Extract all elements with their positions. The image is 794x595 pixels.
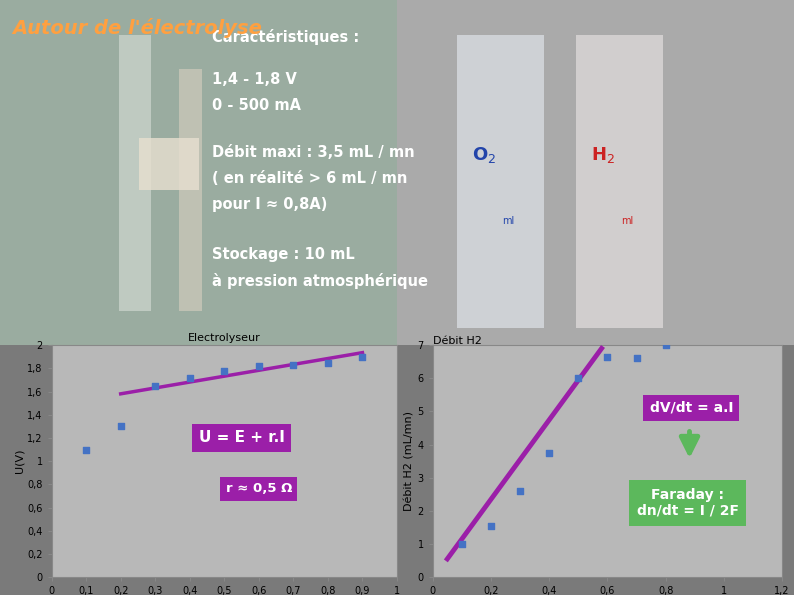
Point — [183, 373, 196, 383]
Bar — [119, 35, 151, 311]
Point — [514, 486, 526, 496]
Text: Autour de l'électrolyse: Autour de l'électrolyse — [12, 18, 262, 38]
Text: ml: ml — [502, 217, 515, 226]
Point — [356, 352, 368, 361]
Text: Débit maxi : 3,5 mL / mn: Débit maxi : 3,5 mL / mn — [213, 145, 415, 159]
Point — [543, 448, 556, 458]
Text: ( en réalité > 6 mL / mn: ( en réalité > 6 mL / mn — [213, 171, 408, 186]
Text: H$_2$: H$_2$ — [592, 145, 615, 165]
Point — [148, 381, 161, 390]
Point — [218, 366, 230, 375]
Text: 0 - 500 mA: 0 - 500 mA — [213, 98, 302, 114]
Text: ml: ml — [621, 217, 634, 226]
Text: Débit H2: Débit H2 — [433, 336, 482, 346]
Point — [630, 353, 643, 363]
Point — [456, 539, 468, 549]
Point — [659, 340, 672, 350]
Text: dV/dt = a.I: dV/dt = a.I — [649, 401, 733, 415]
Text: à pression atmosphérique: à pression atmosphérique — [213, 274, 429, 289]
Point — [718, 324, 730, 333]
Point — [287, 360, 299, 369]
Point — [688, 334, 701, 343]
Y-axis label: U(V): U(V) — [14, 449, 25, 474]
Point — [572, 374, 584, 383]
Bar — [457, 35, 544, 328]
Point — [79, 444, 92, 455]
Point — [114, 421, 127, 431]
Text: Caractéristiques :: Caractéristiques : — [213, 29, 360, 45]
Bar — [179, 69, 202, 311]
Point — [484, 521, 497, 531]
Bar — [576, 35, 663, 328]
Text: Faraday :
dn/dt = I / 2F: Faraday : dn/dt = I / 2F — [637, 488, 738, 518]
Text: Stockage : 10 mL: Stockage : 10 mL — [213, 247, 355, 262]
Bar — [139, 138, 198, 190]
Title: Electrolyseur: Electrolyseur — [188, 333, 260, 343]
Text: pour I ≈ 0,8A): pour I ≈ 0,8A) — [213, 198, 328, 212]
Text: 1,4 - 1,8 V: 1,4 - 1,8 V — [213, 72, 297, 87]
Text: r ≈ 0,5 Ω: r ≈ 0,5 Ω — [225, 483, 292, 496]
Text: U = E + r.I: U = E + r.I — [198, 430, 284, 446]
Point — [322, 358, 334, 367]
Point — [601, 352, 614, 361]
Point — [252, 361, 265, 371]
Text: O$_2$: O$_2$ — [472, 145, 496, 165]
Y-axis label: Débit H2 (mL/mn): Débit H2 (mL/mn) — [405, 411, 414, 511]
